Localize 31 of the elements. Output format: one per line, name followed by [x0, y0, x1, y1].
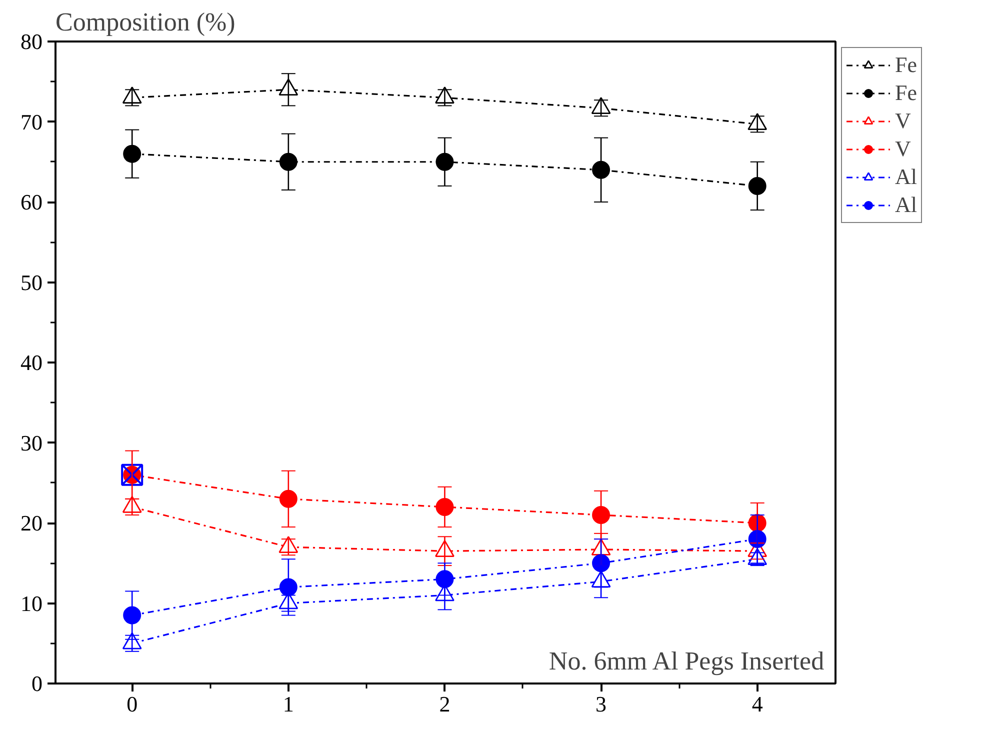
point — [748, 176, 766, 195]
point — [279, 490, 298, 508]
point — [123, 144, 142, 163]
y-tick-label: 50 — [20, 270, 42, 295]
y-tick-label: 20 — [20, 510, 42, 536]
y-tick-label: 10 — [20, 590, 42, 616]
y-tick-label: 0 — [32, 671, 42, 696]
y-axis-title: Composition (%) — [56, 8, 236, 36]
x-tick-label: 0 — [126, 692, 138, 716]
legend-label: V — [895, 108, 912, 134]
legend-label: V — [895, 136, 912, 162]
y-tick-label: 30 — [20, 430, 42, 456]
legend-label: Al — [895, 192, 917, 218]
point — [592, 554, 610, 572]
x-axis-title: No. 6mm Al Pegs Inserted — [548, 646, 824, 676]
point — [592, 506, 610, 524]
y-tick-label: 70 — [20, 109, 42, 134]
point — [279, 578, 298, 596]
legend-label: Fe — [895, 52, 917, 78]
point — [123, 606, 142, 624]
x-tick-label: 3 — [596, 692, 607, 716]
y-tick-label: 80 — [20, 29, 42, 54]
x-tick-label: 4 — [752, 692, 763, 716]
point — [279, 152, 298, 171]
y-tick-label: 60 — [20, 190, 42, 214]
x-tick-label: 2 — [439, 692, 450, 716]
y-tick-label: 40 — [20, 350, 42, 375]
legend-label: Al — [895, 164, 917, 190]
legend-label: Fe — [895, 80, 917, 106]
point — [592, 160, 610, 179]
x-tick-label: 1 — [282, 692, 294, 716]
